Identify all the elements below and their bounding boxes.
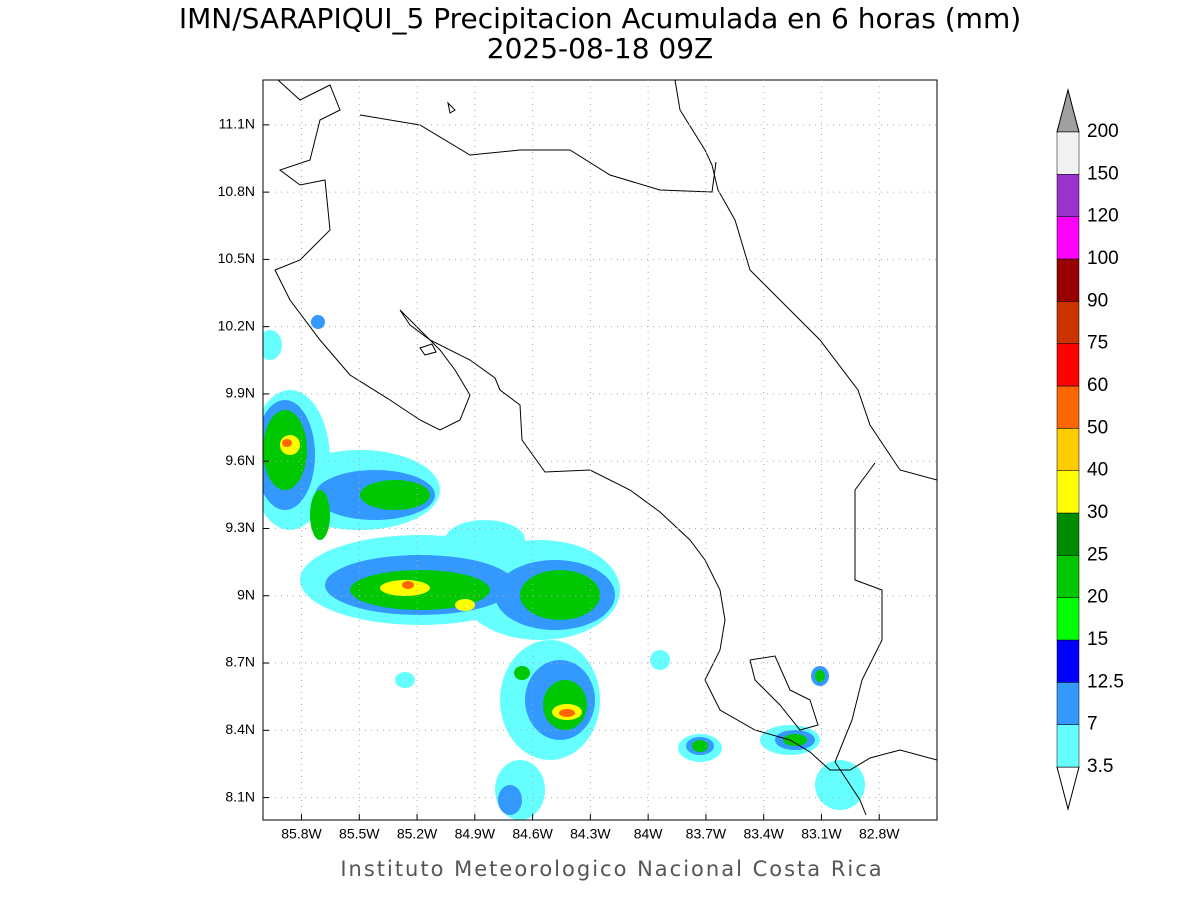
- y-tick-label: 9.6N: [225, 452, 255, 468]
- colorbar-label: 30: [1087, 502, 1108, 523]
- x-tick-label: 83.4W: [743, 826, 784, 842]
- colorbar-label: 60: [1087, 375, 1108, 396]
- precipitation-field: [263, 315, 865, 820]
- colorbar-label: 40: [1087, 460, 1108, 481]
- colorbar-label: 100: [1087, 248, 1119, 269]
- colorbar-segment: [1056, 216, 1080, 260]
- footer: Instituto Meteorologico Nacional Costa R…: [340, 857, 883, 881]
- colorbar-segment: [1056, 512, 1080, 556]
- title: IMN/SARAPIQUI_5 Precipitacion Acumulada …: [179, 2, 1021, 35]
- x-tick-label: 82.8W: [859, 826, 900, 842]
- colorbar-label: 20: [1087, 587, 1108, 608]
- x-tick-label: 84.3W: [570, 826, 611, 842]
- y-tick-label: 8.4N: [225, 721, 255, 737]
- colorbar-label: 200: [1087, 121, 1119, 142]
- colorbar-segment: [1056, 639, 1080, 683]
- colorbar-segment: [1056, 385, 1080, 429]
- colorbar-segment: [1056, 174, 1080, 217]
- y-tick-label: 11.1N: [219, 116, 255, 132]
- x-tick-label: 85.8W: [281, 826, 322, 842]
- x-tick-label: 83.1W: [801, 826, 842, 842]
- x-tick-label: 84W: [634, 826, 664, 842]
- colorbar-segment: [1056, 597, 1080, 641]
- subtitle: 2025-08-18 09Z: [487, 32, 713, 65]
- colorbar-segment: [1056, 470, 1080, 514]
- colorbar-segment: [1056, 428, 1080, 471]
- y-tick-label: 9.3N: [225, 519, 255, 535]
- colorbar-segment: [1056, 131, 1080, 175]
- x-tick-label: 84.6W: [512, 826, 553, 842]
- y-tick-label: 9.9N: [225, 385, 255, 401]
- coastlines: [274, 80, 937, 816]
- colorbar-segment: [1056, 682, 1080, 725]
- y-tick-label: 8.1N: [225, 788, 255, 804]
- colorbar-segment: [1056, 724, 1080, 768]
- map-frame: [262, 79, 938, 821]
- y-tick-label: 9N: [237, 586, 255, 602]
- x-tick-label: 85.5W: [339, 826, 380, 842]
- colorbar-label: 3.5: [1087, 756, 1113, 777]
- y-tick-label: 10.5N: [218, 250, 255, 266]
- colorbar-segment: [1056, 555, 1080, 598]
- colorbar-label: 90: [1087, 290, 1108, 311]
- x-tick-label: 84.9W: [455, 826, 496, 842]
- colorbar-label: 7: [1087, 714, 1098, 735]
- colorbar-over: [1056, 88, 1080, 133]
- colorbar-under: [1056, 766, 1080, 811]
- colorbar-label: 12.5: [1087, 671, 1124, 692]
- colorbar-segment: [1056, 301, 1080, 344]
- colorbar-label: 75: [1087, 333, 1108, 354]
- colorbar-label: 15: [1087, 629, 1108, 650]
- x-tick-label: 85.2W: [397, 826, 438, 842]
- colorbar-label: 50: [1087, 417, 1108, 438]
- colorbar-label: 150: [1087, 163, 1119, 184]
- colorbar-segment: [1056, 343, 1080, 387]
- colorbar-label: 25: [1087, 544, 1108, 565]
- colorbar-label: 120: [1087, 206, 1119, 227]
- y-tick-label: 8.7N: [225, 654, 255, 670]
- x-tick-label: 83.7W: [686, 826, 727, 842]
- colorbar-segment: [1056, 258, 1080, 302]
- y-tick-label: 10.2N: [218, 317, 255, 333]
- y-tick-label: 10.8N: [218, 183, 255, 199]
